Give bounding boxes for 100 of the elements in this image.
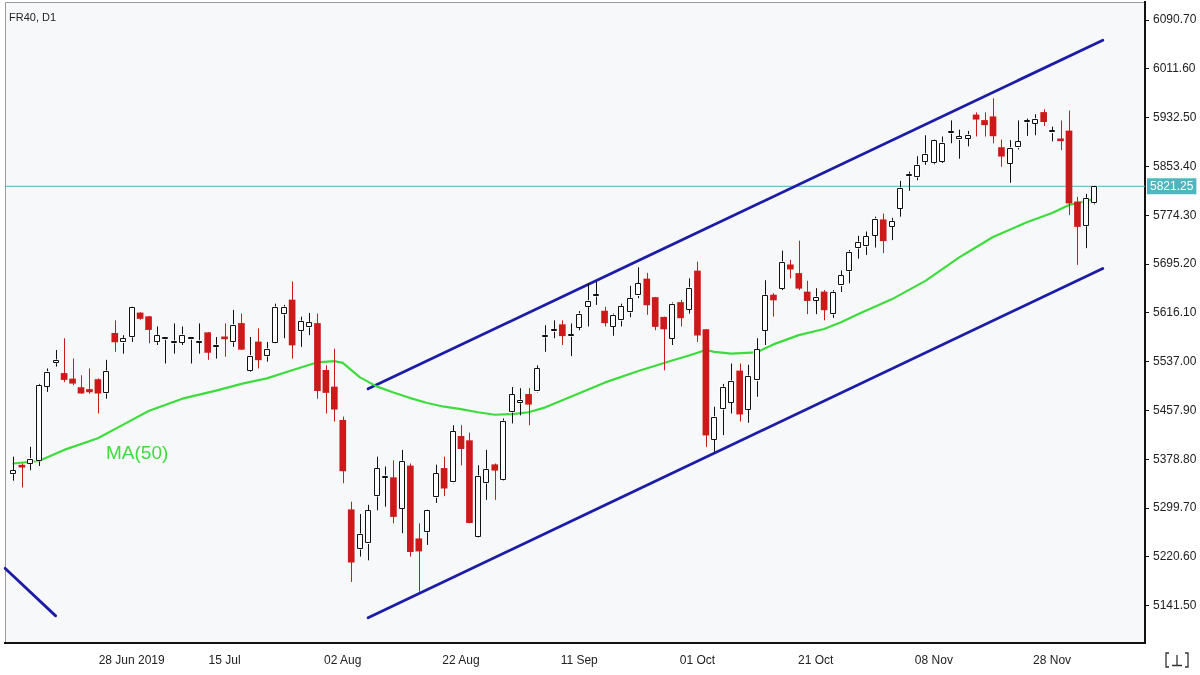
candlestick (854, 235, 862, 260)
candlestick (719, 383, 727, 436)
candlestick (795, 240, 803, 291)
candlestick (457, 424, 465, 466)
candlestick (913, 155, 921, 181)
candlestick (863, 231, 870, 256)
candlestick (559, 319, 566, 346)
candlestick (879, 213, 887, 254)
candlestick (542, 324, 549, 353)
candlestick (812, 287, 819, 315)
candlestick (432, 464, 439, 504)
candlestick (677, 299, 684, 328)
x-tick-label: 15 Jul (208, 652, 241, 667)
candlestick (322, 364, 330, 414)
candlestick (305, 312, 313, 336)
candlestick (626, 285, 634, 318)
candlestick (499, 417, 507, 482)
candlestick (803, 280, 811, 315)
y-tick-label: 5378.80 (1153, 451, 1197, 466)
candlestick (204, 331, 211, 361)
candlestick (103, 359, 110, 400)
candlestick (69, 358, 76, 386)
x-tick-label: 21 Oct (797, 652, 834, 667)
candlestick (905, 171, 912, 192)
x-tick-label: 02 Aug (324, 652, 362, 667)
candlestick (1031, 113, 1039, 136)
y-tick-label: 6011.60 (1153, 61, 1196, 76)
candlestick (998, 139, 1005, 168)
x-tick-label: 22 Aug (442, 652, 480, 667)
candlestick (145, 315, 152, 344)
candlestick (618, 303, 625, 328)
candlestick (263, 341, 271, 363)
candlestick (255, 327, 262, 369)
y-tick-label: 5457.90 (1153, 402, 1197, 417)
candlestick (837, 269, 845, 293)
x-tick-label: 01 Oct (679, 652, 716, 667)
candlestick (111, 319, 119, 353)
candlestick (525, 387, 532, 426)
candlestick (170, 322, 178, 355)
candlestick (483, 449, 490, 501)
candlestick (711, 406, 718, 453)
y-tick-label: 5537.00 (1153, 353, 1197, 368)
candlestick (871, 216, 879, 249)
x-tick-label: 28 Nov (1033, 652, 1072, 667)
candlestick (601, 306, 608, 328)
candlestick (128, 306, 135, 343)
candlestick (981, 111, 988, 137)
candlestick (753, 337, 760, 398)
candlestick (922, 134, 929, 166)
x-tick-label: 28 Jun 2019 (98, 652, 166, 667)
candlestick (668, 301, 676, 346)
candlestick (592, 280, 600, 306)
text: FR40, D1 (9, 11, 57, 24)
candlestick (972, 111, 980, 137)
candlestick (1091, 185, 1098, 205)
candlestick (43, 367, 51, 393)
candlestick (491, 462, 499, 501)
candlestick (930, 139, 938, 165)
x-tick-label: 11 Sep (560, 652, 599, 667)
candlestick (381, 466, 389, 508)
candlestick (229, 309, 237, 348)
x-tick-label: 08 Nov (914, 652, 953, 667)
candlestick (162, 336, 169, 365)
candlestick (829, 289, 836, 319)
candlestick (423, 509, 431, 546)
candlestick (727, 363, 735, 414)
candlestick (567, 322, 575, 357)
candlestick (989, 97, 997, 144)
candlestick (888, 217, 895, 241)
y-tick-label: 5695.20 (1153, 256, 1197, 271)
candlestick (744, 364, 752, 424)
candlestick (516, 387, 524, 416)
candlestick (787, 259, 794, 279)
candlestick (86, 367, 93, 395)
y-tick-label: 5774.30 (1153, 207, 1197, 222)
candlestick (119, 334, 127, 355)
ref-line-label: 5821.25 (1150, 178, 1194, 193)
candlestick (533, 364, 541, 394)
candlestick (364, 504, 372, 561)
candlestick (778, 250, 786, 291)
candlestick (575, 310, 583, 331)
candlestick (356, 513, 363, 558)
candlestick (939, 135, 946, 164)
candlestick (635, 266, 642, 299)
candlestick (373, 456, 380, 511)
y-tick-label: 6090.70 (1153, 12, 1197, 27)
y-tick-label: 5141.50 (1153, 597, 1197, 612)
candlestick (770, 292, 777, 318)
candlestick (246, 336, 254, 373)
y-tick-label: 5853.40 (1153, 158, 1197, 173)
y-tick-label: 5616.10 (1153, 305, 1197, 320)
candlestick (846, 249, 853, 284)
candlestick (10, 456, 17, 482)
candlestick (1057, 119, 1064, 151)
y-tick-label: 5932.50 (1153, 109, 1197, 124)
candlestick (508, 386, 515, 424)
candlestick (331, 348, 338, 423)
candlestick (584, 282, 591, 328)
candlestick (449, 424, 456, 484)
candlestick (609, 313, 617, 337)
